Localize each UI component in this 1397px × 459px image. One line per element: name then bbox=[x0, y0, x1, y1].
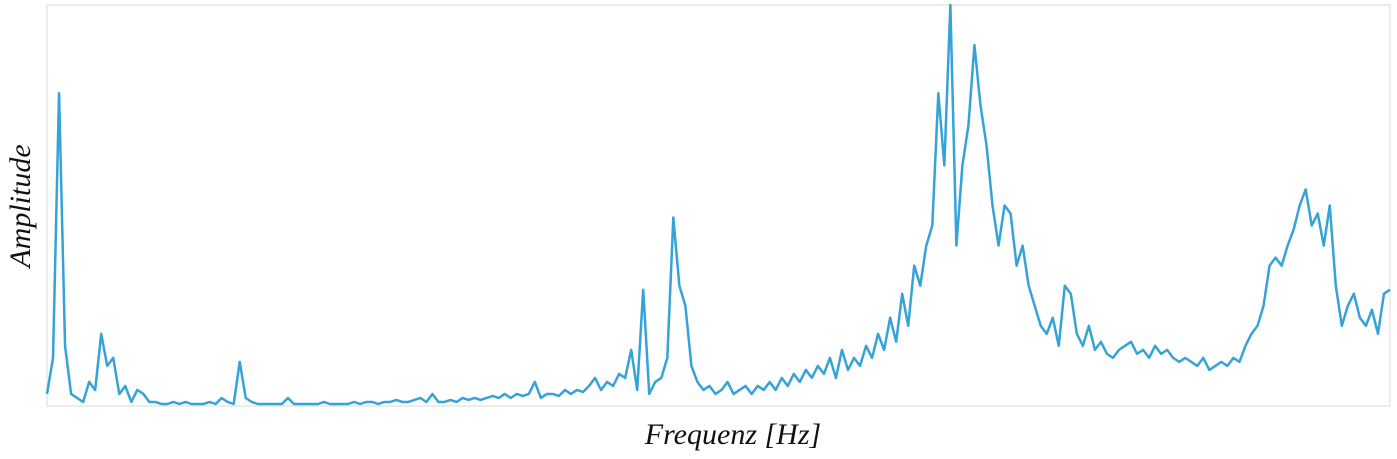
y-axis-label: Amplitude bbox=[4, 144, 37, 269]
plot-frame bbox=[46, 4, 1391, 407]
x-axis-label: Frequenz [Hz] bbox=[644, 418, 821, 451]
spectrum-line bbox=[45, 3, 1391, 406]
